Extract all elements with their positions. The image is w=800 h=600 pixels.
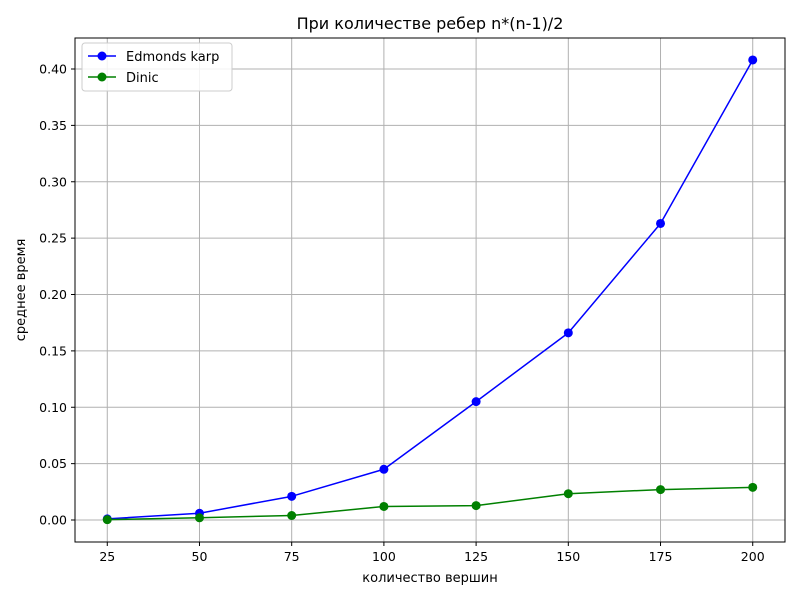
series-point-edmonds-karp [563, 328, 573, 338]
y-tick-label: 0.05 [39, 456, 67, 471]
legend-marker-swatch [97, 51, 107, 61]
x-tick-label: 175 [649, 549, 673, 564]
x-tick-label: 150 [556, 549, 580, 564]
series-layer [102, 55, 758, 525]
series-point-edmonds-karp [379, 464, 389, 474]
y-tick-label: 0.30 [39, 174, 67, 189]
chart-title: При количестве ребер n*(n-1)/2 [297, 14, 564, 33]
x-axis-label: количество вершин [362, 571, 497, 586]
legend-box [81, 42, 233, 92]
legend-label: Dinic [126, 71, 159, 86]
y-tick-label: 0.00 [39, 513, 67, 528]
series-point-dinic [194, 513, 204, 523]
series-point-edmonds-karp [471, 397, 481, 407]
series-point-dinic [563, 489, 573, 499]
y-tick-label: 0.35 [39, 118, 67, 133]
series-point-dinic [748, 482, 758, 492]
series-line-edmonds-karp [107, 59, 754, 520]
series-point-dinic [379, 501, 389, 511]
series-point-dinic [102, 515, 112, 525]
x-tick-label: 125 [464, 549, 488, 564]
legend-marker-swatch [97, 72, 107, 82]
y-tick-label: 0.15 [39, 343, 67, 358]
legend-label: Edmonds karp [126, 50, 219, 65]
series-point-dinic [287, 511, 297, 521]
y-tick-label: 0.20 [39, 287, 67, 302]
series-point-dinic [471, 501, 481, 511]
series-point-edmonds-karp [656, 218, 666, 228]
y-tick-label: 0.40 [39, 62, 67, 77]
series-point-edmonds-karp [287, 491, 297, 501]
plot-frame [74, 37, 786, 543]
x-tick-label: 50 [192, 549, 208, 564]
y-axis-label: среднее время [14, 239, 29, 342]
axis-ticks: 25 50 75 100 125 150 175 200 0.00 0.05 0.10 0.15 0.2… [39, 62, 765, 564]
series-line-dinic [107, 486, 753, 521]
x-tick-label: 25 [99, 549, 115, 564]
x-tick-label: 75 [284, 549, 300, 564]
legend: Edmonds karp Dinic [81, 42, 233, 92]
y-tick-label: 0.10 [39, 400, 67, 415]
series-point-dinic [656, 485, 666, 495]
grid [75, 38, 785, 542]
y-tick-label: 0.25 [39, 231, 67, 246]
x-tick-label: 200 [741, 549, 765, 564]
series-point-edmonds-karp [748, 55, 758, 65]
x-tick-label: 100 [372, 549, 396, 564]
